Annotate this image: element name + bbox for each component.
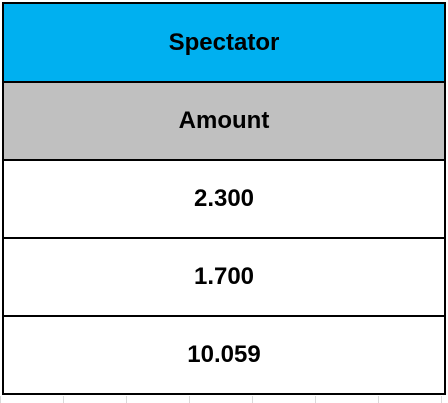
sheet-gridlines bbox=[0, 396, 448, 403]
header-cell[interactable]: Spectator bbox=[4, 4, 444, 83]
value-text: 10.059 bbox=[187, 341, 261, 368]
subheader-cell[interactable]: Amount bbox=[4, 83, 444, 161]
value-text: 1.700 bbox=[193, 263, 255, 290]
value-cell[interactable]: 10.059 bbox=[4, 317, 444, 393]
value-cell[interactable]: 2.300 bbox=[4, 161, 444, 239]
subheader-text: Amount bbox=[178, 107, 270, 134]
header-text: Spectator bbox=[168, 28, 280, 56]
value-text: 2.300 bbox=[193, 185, 255, 212]
value-cell[interactable]: 1.700 bbox=[4, 239, 444, 317]
data-table: Spectator Amount 2.300 1.700 10.059 bbox=[2, 2, 446, 395]
